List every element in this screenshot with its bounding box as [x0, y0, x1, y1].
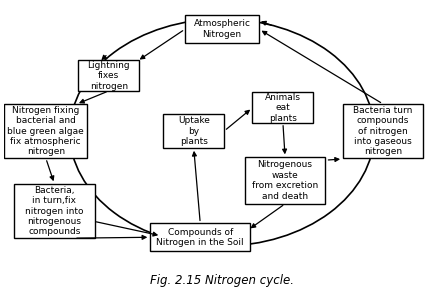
- Text: Bacteria,
in turn,fix
nitrogen into
nitrogenous
compounds: Bacteria, in turn,fix nitrogen into nitr…: [25, 186, 84, 236]
- FancyBboxPatch shape: [343, 104, 423, 158]
- Text: Atmospheric
Nitrogen: Atmospheric Nitrogen: [194, 20, 250, 39]
- Text: Uptake
by
plants: Uptake by plants: [178, 116, 210, 146]
- FancyBboxPatch shape: [150, 223, 250, 251]
- FancyBboxPatch shape: [253, 92, 313, 123]
- FancyBboxPatch shape: [163, 114, 224, 148]
- Text: Nitrogenous
waste
from excretion
and death: Nitrogenous waste from excretion and dea…: [252, 160, 318, 200]
- FancyBboxPatch shape: [4, 104, 87, 158]
- Text: Compounds of
Nitrogen in the Soil: Compounds of Nitrogen in the Soil: [156, 228, 244, 247]
- Text: Animals
eat
plants: Animals eat plants: [265, 93, 301, 123]
- Text: Bacteria turn
compounds
of nitrogen
into gaseous
nitrogen: Bacteria turn compounds of nitrogen into…: [353, 106, 412, 156]
- FancyBboxPatch shape: [185, 15, 259, 43]
- FancyBboxPatch shape: [245, 157, 325, 204]
- Text: Fig. 2.15 Nitrogen cycle.: Fig. 2.15 Nitrogen cycle.: [150, 274, 294, 287]
- FancyBboxPatch shape: [79, 61, 139, 91]
- FancyBboxPatch shape: [14, 184, 95, 238]
- Text: Nitrogen fixing
bacterial and
blue green algae
fix atmospheric
nitrogen: Nitrogen fixing bacterial and blue green…: [8, 106, 84, 156]
- Text: Lightning
fixes
nitrogen: Lightning fixes nitrogen: [87, 61, 130, 91]
